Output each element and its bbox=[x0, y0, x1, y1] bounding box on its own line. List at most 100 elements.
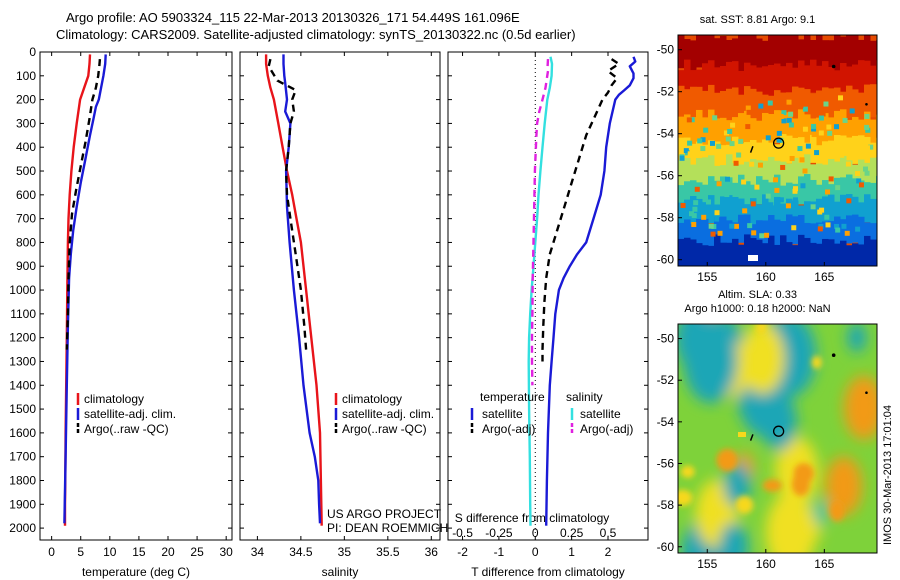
s-tick-label: 0.25 bbox=[560, 526, 584, 540]
legend-label: satellite-adj. clim. bbox=[342, 407, 434, 421]
y-tick-label: 1600 bbox=[9, 426, 36, 440]
float-marker bbox=[831, 64, 836, 69]
x-axis-label: salinity bbox=[322, 565, 359, 579]
credit-line-1: US ARGO PROJECT bbox=[327, 507, 442, 521]
map-field bbox=[678, 324, 877, 553]
series-group bbox=[527, 56, 637, 526]
map-x-tick-label: 165 bbox=[814, 270, 834, 284]
x-tick-label: 5 bbox=[77, 545, 84, 559]
legend-label: Argo(..raw -QC) bbox=[84, 422, 169, 436]
y-tick-label: 900 bbox=[16, 259, 36, 273]
map-frame bbox=[677, 34, 878, 267]
legend-label: climatology bbox=[84, 392, 144, 406]
float-track bbox=[749, 434, 754, 441]
profile-panel-2: 34 34.5 35 35.5 36 salinity climatologysatelli… bbox=[239, 51, 441, 579]
x-axis-label: T difference from climatology bbox=[471, 565, 625, 579]
profile-panel-1: 0 5 10 15 20 25 30 temperature (deg C) 0 100 200 30… bbox=[9, 45, 233, 579]
legend-title: temperature bbox=[480, 390, 545, 404]
series-line-salinity-argo-adj- bbox=[530, 59, 550, 386]
map-y-tick-label: -58 bbox=[657, 498, 675, 512]
float-track bbox=[749, 146, 754, 153]
x-tick-label: 0 bbox=[48, 545, 55, 559]
y-tick-label: 200 bbox=[16, 93, 36, 107]
map-y-tick-label: -56 bbox=[657, 456, 675, 470]
map-subtitle: Argo h1000: 0.18 h2000: NaN bbox=[684, 303, 830, 315]
x-tick-label: 35.5 bbox=[376, 545, 400, 559]
timestamp-stamp: IMOS 30-Mar-2013 17:01:04 bbox=[882, 405, 894, 545]
x-tick-label: 34.5 bbox=[289, 545, 313, 559]
map-field bbox=[678, 35, 877, 266]
map-frame bbox=[677, 323, 878, 554]
map-y-tick-label: -52 bbox=[657, 85, 675, 99]
x-tick-label: 30 bbox=[220, 545, 234, 559]
x-tick-label: -2 bbox=[457, 545, 468, 559]
legend-label: Argo(-adj) bbox=[482, 422, 535, 436]
map-y-tick-label: -58 bbox=[657, 211, 675, 225]
y-tick-label: 1400 bbox=[9, 378, 36, 392]
legend-label: climatology bbox=[342, 392, 402, 406]
float-marker bbox=[865, 103, 868, 106]
argo-float-marker bbox=[772, 425, 785, 437]
series-group bbox=[63, 54, 107, 526]
series-line-satellite-adj-clim- bbox=[282, 54, 322, 524]
map-panel-2: 155 160 165 -50 -52 -54 -56 -58 -60 Altim. SLA: 0… bbox=[657, 289, 878, 571]
panel-frame bbox=[39, 51, 233, 541]
series-line-salinity-satellite bbox=[527, 56, 554, 526]
float-marker bbox=[831, 353, 836, 358]
map-y-tick-label: -60 bbox=[657, 253, 675, 267]
y-tick-label: 400 bbox=[16, 140, 36, 154]
credit-line-2: PI: DEAN ROEMMICH bbox=[327, 521, 448, 535]
x-tick-label: 15 bbox=[132, 545, 146, 559]
series-line-argo-adj- bbox=[541, 58, 621, 362]
map-x-tick-label: 160 bbox=[756, 557, 776, 571]
y-tick-label: 1000 bbox=[9, 283, 36, 297]
x-tick-label: 2 bbox=[605, 545, 612, 559]
y-tick-label: 1900 bbox=[9, 497, 36, 511]
y-tick-label: 1500 bbox=[9, 402, 36, 416]
float-marker bbox=[865, 391, 868, 395]
profile-panel-3: -2 -1 0 1 2 T difference from climatology -0.5… bbox=[447, 51, 649, 579]
map-title: sat. SST: 8.81 Argo: 9.1 bbox=[700, 14, 816, 26]
legend-label: satellite bbox=[580, 407, 621, 421]
x-tick-label: 34 bbox=[251, 545, 265, 559]
legend-label: Argo(..raw -QC) bbox=[342, 422, 427, 436]
map-y-tick-label: -52 bbox=[657, 373, 675, 387]
y-tick-label: 700 bbox=[16, 212, 36, 226]
s-axis-label: S difference from climatology bbox=[455, 511, 610, 525]
figure-title-line-2: Climatology: CARS2009. Satellite-adjuste… bbox=[56, 27, 576, 42]
map-x-tick-label: 155 bbox=[697, 557, 717, 571]
x-axis-label: temperature (deg C) bbox=[82, 565, 190, 579]
map-y-tick-label: -50 bbox=[657, 332, 675, 346]
legend-label: satellite bbox=[482, 407, 523, 421]
y-tick-label: 500 bbox=[16, 164, 36, 178]
y-tick-label: 1300 bbox=[9, 354, 36, 368]
map-x-tick-label: 155 bbox=[697, 270, 717, 284]
x-tick-label: 0 bbox=[532, 545, 539, 559]
y-tick-label: 1700 bbox=[9, 450, 36, 464]
y-tick-label: 1100 bbox=[10, 307, 36, 321]
y-tick-label: 1800 bbox=[9, 473, 36, 487]
x-tick-label: 35 bbox=[338, 545, 352, 559]
map-x-tick-label: 165 bbox=[814, 557, 834, 571]
map-panel-1: 155 160 165 -50 -52 -54 -56 -58 -60 sat. SST: 8.8… bbox=[657, 14, 878, 284]
map-y-tick-label: -54 bbox=[657, 415, 675, 429]
map-y-tick-label: -50 bbox=[657, 43, 675, 57]
x-tick-label: 10 bbox=[103, 545, 117, 559]
y-tick-label: 2000 bbox=[9, 521, 36, 535]
argo-float-marker bbox=[772, 137, 785, 149]
map-x-tick-label: 160 bbox=[756, 270, 776, 284]
figure-title-line-1: Argo profile: AO 5903324_115 22-Mar-2013… bbox=[66, 10, 520, 25]
map-y-tick-label: -56 bbox=[657, 169, 675, 183]
series-group bbox=[264, 54, 323, 526]
map-title: Altim. SLA: 0.33 bbox=[718, 289, 797, 301]
legend-title: salinity bbox=[566, 390, 603, 404]
y-tick-label: 300 bbox=[16, 116, 36, 130]
map-y-tick-label: -60 bbox=[657, 540, 675, 554]
series-line-climatology bbox=[264, 54, 323, 526]
y-tick-label: 0 bbox=[29, 45, 36, 59]
x-tick-label: 25 bbox=[190, 545, 204, 559]
land-mask bbox=[748, 255, 758, 261]
x-tick-label: 1 bbox=[568, 545, 575, 559]
legend-label: Argo(-adj) bbox=[580, 422, 633, 436]
s-tick-label: 0.5 bbox=[600, 526, 617, 540]
